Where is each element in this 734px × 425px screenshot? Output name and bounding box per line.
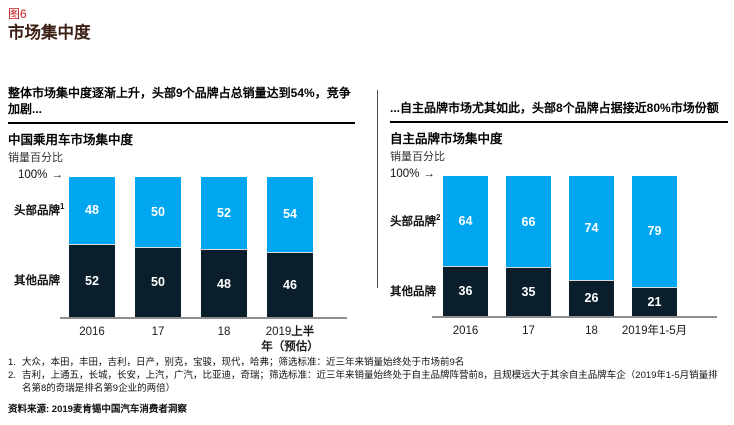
row-label-leader-brands: 头部品牌1	[14, 202, 65, 218]
right-arrow-icon: →	[423, 168, 435, 180]
x-axis-line	[432, 316, 717, 318]
bar-segment-other: 46	[267, 252, 313, 317]
bar-segment-other: 35	[506, 267, 551, 316]
row-label-other-brands: 其他品牌	[14, 275, 60, 288]
footnote: 2. 吉利，上通五，长城，长安，上汽，广汽，比亚迪，奇瑞；筛选标准：近三年来销量…	[8, 370, 720, 396]
x-axis-label: 2019年1-5月	[621, 325, 688, 337]
bar-segment-other: 36	[443, 265, 488, 316]
stacked-bar: 79 21	[632, 176, 677, 316]
bar-segment-leader: 50	[135, 176, 181, 247]
bar-value: 48	[217, 276, 231, 291]
bar-value: 74	[584, 220, 599, 235]
bar-segment-leader: 52	[201, 176, 247, 250]
x-axis-label: 18	[585, 325, 598, 337]
panel-divider	[377, 90, 378, 288]
bar-segment-other: 52	[69, 243, 115, 317]
bar-segment-other: 48	[201, 249, 247, 317]
right-arrow-icon: →	[51, 168, 63, 181]
stacked-bar: 50 50	[135, 176, 181, 317]
bar-value: 50	[151, 275, 165, 290]
panel-overall-market: 整体市场集中度逐渐上升，头部9个品牌占总销量达到54%，竞争加剧... 中国乘用…	[8, 86, 355, 367]
bar-segment-leader: 48	[69, 176, 115, 244]
stacked-bar: 48 52	[69, 176, 115, 317]
stacked-bar: 66 35	[506, 176, 551, 316]
bar-segment-leader: 54	[267, 176, 313, 253]
row-label-leader-brands: 头部品牌2	[390, 212, 441, 228]
bar-value: 52	[217, 206, 231, 221]
bar-value: 50	[151, 204, 165, 219]
bar-value: 52	[85, 273, 99, 288]
y-axis-100-label: 100% →	[18, 168, 63, 181]
footnote: 1. 大众，本田，丰田，吉利，日产，别克，宝骏，现代，哈弗；筛选标准：近三年来销…	[8, 357, 720, 370]
x-axis-label: 18	[217, 325, 231, 338]
bar-value: 66	[521, 214, 536, 229]
source-line: 资料来源: 2019麦肯锡中国汽车消费者洞察	[8, 404, 187, 415]
x-axis-label: 2016	[79, 325, 105, 338]
panel-domestic-brands: ...自主品牌市场尤其如此，头部8个品牌占据接近80%市场份额 自主品牌市场集中…	[390, 86, 728, 366]
footnote-number: 1.	[8, 357, 16, 368]
bar-segment-other: 21	[632, 286, 677, 316]
bar-value: 54	[283, 207, 297, 222]
bar-segment-leader: 64	[443, 176, 488, 266]
bar-value: 36	[458, 284, 473, 299]
figure-label: 图6	[8, 7, 27, 21]
stacked-bar-chart: 100% → 64 36 2016 66 35 17 74 26 18 79 21 2019年1-5月 头部…	[390, 168, 728, 366]
x-axis-label: 17	[522, 325, 535, 337]
stacked-bar: 74 26	[569, 176, 614, 316]
x-axis-line	[60, 316, 347, 319]
bar-value: 79	[647, 224, 662, 239]
bar-value: 35	[521, 285, 536, 300]
bar-value: 46	[283, 277, 297, 292]
footnotes: 1. 大众，本田，丰田，吉利，日产，别克，宝骏，现代，哈弗；筛选标准：近三年来销…	[8, 357, 720, 395]
panel-headline: ...自主品牌市场尤其如此，头部8个品牌占据接近80%市场份额	[390, 86, 728, 123]
chart-subtitle: 销量百分比	[390, 151, 445, 163]
stacked-bar: 64 36	[443, 176, 488, 316]
bar-segment-other: 50	[135, 246, 181, 317]
x-axis-label: 2019上半 年（预估）	[261, 325, 319, 353]
stacked-bar-chart: 100% → 48 52 2016 50 50 17 52 48 18 54 46 2019上半 年（预估）…	[8, 169, 355, 367]
bar-value: 26	[584, 291, 599, 306]
footnote-reference: 1	[60, 202, 65, 212]
stacked-bar: 54 46	[267, 176, 313, 317]
bar-segment-other: 26	[569, 279, 614, 316]
chart-title: 自主品牌市场集中度	[390, 132, 503, 146]
bar-segment-leader: 79	[632, 176, 677, 287]
bar-value: 48	[85, 203, 99, 218]
x-axis-label: 17	[151, 325, 165, 338]
chart-title: 中国乘用车市场集中度	[8, 132, 134, 147]
row-label-other-brands: 其他品牌	[390, 285, 436, 298]
x-axis-label: 2016	[452, 325, 479, 337]
page-title: 市场集中度	[8, 24, 91, 42]
panel-headline: 整体市场集中度逐渐上升，头部9个品牌占总销量达到54%，竞争加剧...	[8, 86, 355, 124]
stacked-bar: 52 48	[201, 176, 247, 317]
chart-subtitle: 销量百分比	[8, 151, 63, 164]
y-axis-100-label: 100% →	[390, 168, 435, 180]
footnote-text: 吉利，上通五，长城，长安，上汽，广汽，比亚迪，奇瑞；筛选标准：近三年来销量始终处…	[22, 369, 718, 394]
bar-value: 64	[458, 213, 473, 228]
bar-segment-leader: 74	[569, 176, 614, 280]
footnote-reference: 2	[436, 212, 441, 222]
bar-value: 21	[647, 294, 662, 309]
bar-segment-leader: 66	[506, 176, 551, 268]
footnote-text: 大众，本田，丰田，吉利，日产，别克，宝骏，现代，哈弗；筛选标准：近三年来销量始终…	[22, 357, 465, 368]
footnote-number: 2.	[8, 369, 16, 381]
